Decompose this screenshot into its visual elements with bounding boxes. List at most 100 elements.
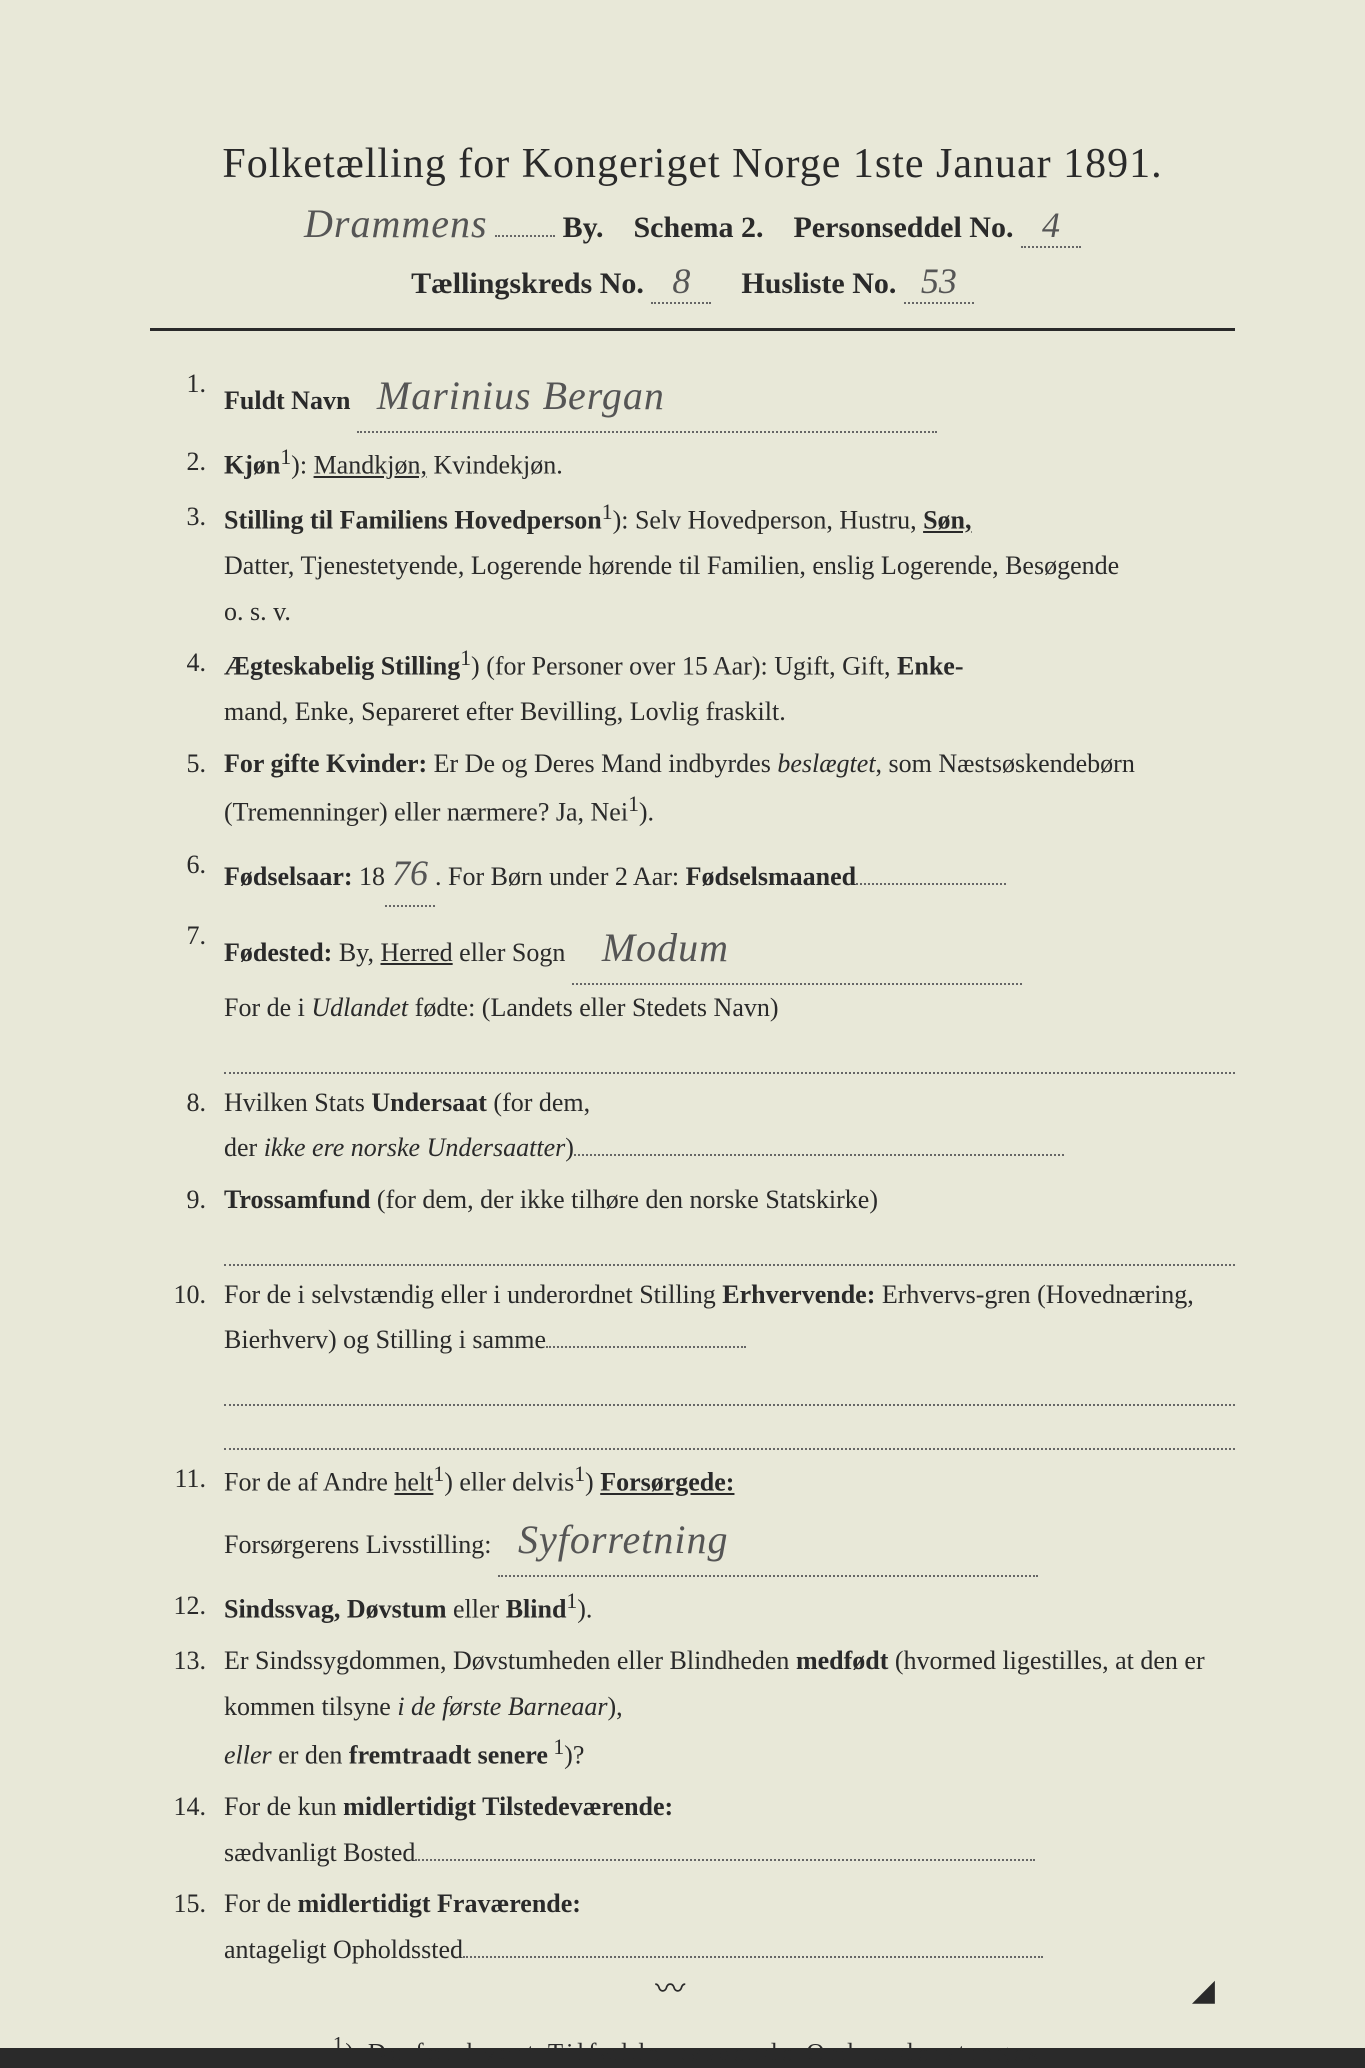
q9-label: Trossamfund: [224, 1185, 370, 1214]
footnote-text: ) De for hvert Tilfælde passende Ord und…: [345, 2040, 1052, 2067]
marital-text1: ) (for Personer over 15 Aar): Ugift, Gif…: [471, 652, 897, 681]
marital-text2: mand, Enke, Separeret efter Bevilling, L…: [224, 689, 1235, 735]
item-7: 7. Fødested: By, Herred eller Sogn Modum…: [150, 913, 1235, 1074]
q5-ital: beslægtet: [777, 749, 875, 778]
husliste-label: Husliste No.: [741, 267, 896, 300]
item-4: 4. Ægteskabelig Stilling1) (for Personer…: [150, 640, 1235, 735]
q12-label: Sindssvag, Døvstum: [224, 1595, 447, 1624]
item-11: 11. For de af Andre helt1) eller delvis1…: [150, 1456, 1235, 1577]
item-8: 8. Hvilken Stats Undersaat (for dem, der…: [150, 1080, 1235, 1171]
item-6: 6. Fødselsaar: 1876. For Børn under 2 Aa…: [150, 842, 1235, 907]
q15-text2: antageligt Opholdssted: [224, 1935, 463, 1964]
item-12: 12. Sindssvag, Døvstum eller Blind1).: [150, 1583, 1235, 1632]
relation-text1: ): Selv Hovedperson, Hustru,: [613, 506, 924, 535]
sex-male: Mandkjøn,: [314, 451, 427, 480]
q13-text3: ),: [607, 1692, 622, 1721]
kreds-label: Tællingskreds No.: [411, 267, 644, 300]
q11-text4: Forsørgerens Livsstilling:: [224, 1530, 491, 1559]
q8-text1: Hvilken Stats: [224, 1088, 371, 1117]
q14-text2: sædvanligt Bosted: [224, 1838, 415, 1867]
item-5: 5. For gifte Kvinder: Er De og Deres Man…: [150, 741, 1235, 836]
footnote-ref: 1: [548, 1735, 564, 1759]
footnote-ref: 1: [628, 792, 639, 816]
item-9: 9. Trossamfund (for dem, der ikke tilhør…: [150, 1177, 1235, 1266]
census-form-page: Folketælling for Kongeriget Norge 1ste J…: [0, 0, 1365, 2048]
q12-text: eller: [447, 1595, 506, 1624]
item-num: 4.: [150, 640, 224, 686]
married-women-label: For gifte Kvinder:: [224, 749, 427, 778]
relation-text3: o. s. v.: [224, 589, 1235, 635]
q11-text2: ) eller delvis: [444, 1468, 574, 1497]
birthplace-value: Modum: [602, 925, 729, 970]
item-num: 8.: [150, 1080, 224, 1126]
footnote-ref: 1: [460, 646, 471, 670]
q7-text3: For de i: [224, 993, 311, 1022]
form-header: Folketælling for Kongeriget Norge 1ste J…: [150, 140, 1235, 304]
header-rule: [150, 328, 1235, 331]
bottom-mark-tilde: 〰: [655, 1964, 685, 2008]
relation-son: Søn,: [923, 506, 971, 535]
birthyear-value: 76: [392, 853, 428, 893]
item-10: 10. For de i selvstændig eller i underor…: [150, 1272, 1235, 1450]
item-num: 7.: [150, 913, 224, 959]
item-num: 15.: [150, 1881, 224, 1927]
q13-end: )?: [564, 1741, 584, 1770]
q10-text1: For de i selvstændig eller i underordnet…: [224, 1280, 722, 1309]
q13-text4: er den: [272, 1741, 349, 1770]
footnote-ref: 1: [602, 500, 613, 524]
q11-helt: helt: [394, 1468, 433, 1497]
q11-text1: For de af Andre: [224, 1468, 394, 1497]
footnote-ref: 1: [280, 445, 291, 469]
q10-label: Erhvervende:: [722, 1280, 875, 1309]
item-num: 9.: [150, 1177, 224, 1223]
q6-text2: . For Børn under 2 Aar:: [435, 862, 686, 891]
item-num: 13.: [150, 1638, 224, 1684]
item-14: 14. For de kun midlertidigt Tilstedevære…: [150, 1784, 1235, 1875]
fullname-value: Marinius Bergan: [377, 373, 665, 418]
item-num: 11.: [150, 1456, 224, 1502]
item-num: 5.: [150, 741, 224, 787]
q8-text2: (for dem,: [487, 1088, 590, 1117]
personseddel-label: Personseddel No.: [793, 211, 1013, 244]
q8-text4: ): [565, 1133, 574, 1162]
footnote-ref: 1: [574, 1462, 585, 1486]
item-3: 3. Stilling til Familiens Hovedperson1):…: [150, 494, 1235, 634]
item-1: 1. Fuldt Navn Marinius Bergan: [150, 361, 1235, 433]
q9-blank-line: [224, 1222, 1235, 1266]
by-label: By.: [563, 211, 604, 244]
personseddel-no: 4: [1042, 205, 1060, 245]
item-13: 13. Er Sindssygdommen, Døvstumheden elle…: [150, 1638, 1235, 1778]
q12-end: ).: [577, 1595, 592, 1624]
q11-text3: ): [585, 1468, 600, 1497]
header-line-2: Drammens By. Schema 2. Personseddel No. …: [150, 200, 1235, 248]
q7-text4: fødte: (Landets eller Stedets Navn): [408, 993, 778, 1022]
q7-text1: By,: [332, 938, 380, 967]
birthyear-prefix: 18: [353, 862, 386, 891]
q12-label2: Blind: [506, 1595, 567, 1624]
form-title: Folketælling for Kongeriget Norge 1ste J…: [150, 140, 1235, 188]
q13-text1: Er Sindssygdommen, Døvstumheden eller Bl…: [224, 1646, 796, 1675]
fullname-label: Fuldt Navn: [224, 386, 350, 415]
footnote-sup: 1: [333, 2032, 345, 2056]
city-handwritten: Drammens: [304, 201, 488, 246]
q8-ital: ikke ere norske Undersaatter: [264, 1133, 566, 1162]
q10-blank-1: [224, 1363, 1235, 1407]
form-items: 1. Fuldt Navn Marinius Bergan 2. Kjøn1):…: [150, 361, 1235, 1972]
item-num: 3.: [150, 494, 224, 540]
bottom-mark-arrow: ◢: [1192, 1973, 1215, 2008]
footnote: 1) De for hvert Tilfælde passende Ord un…: [150, 2032, 1235, 2067]
q7-text2: eller Sogn: [453, 938, 566, 967]
birthmonth-label: Fødselsmaaned: [686, 862, 856, 891]
item-num: 2.: [150, 439, 224, 485]
q13-ital1: i de første Barneaar: [397, 1692, 607, 1721]
q15-label: midlertidigt Fraværende:: [298, 1889, 581, 1918]
q7-ital: Udlandet: [311, 993, 408, 1022]
q13-label1: medfødt: [796, 1646, 888, 1675]
footnote-ref: 1: [433, 1462, 444, 1486]
item-num: 14.: [150, 1784, 224, 1830]
marital-label: Ægteskabelig Stilling: [224, 652, 460, 681]
provider-occupation: Syforretning: [518, 1517, 729, 1562]
q8-text3: der: [224, 1133, 264, 1162]
q5-end: ).: [639, 798, 654, 827]
header-line-3: Tællingskreds No. 8 Husliste No. 53: [150, 260, 1235, 304]
